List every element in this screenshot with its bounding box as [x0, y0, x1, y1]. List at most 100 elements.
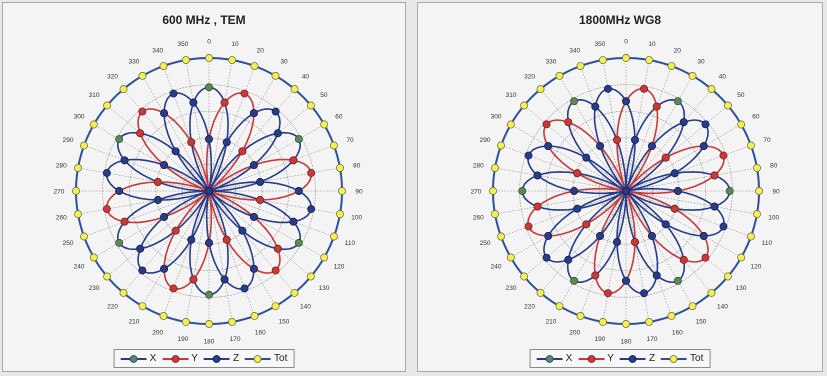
data-point-z — [613, 238, 621, 247]
data-point-tot — [497, 141, 505, 150]
data-point-tot — [555, 302, 564, 311]
grid-ring — [128, 110, 290, 272]
data-point-y — [187, 138, 196, 147]
grid-spoke — [142, 190, 210, 307]
grid-spoke — [83, 190, 210, 237]
data-point-y — [640, 84, 648, 93]
data-point-z — [640, 289, 648, 298]
grid-spoke — [625, 190, 650, 323]
data-point-tot — [723, 272, 732, 281]
data-point-tot — [250, 62, 259, 70]
angle-tick-label: 80 — [770, 162, 778, 169]
data-point-z — [670, 169, 679, 178]
grid-spoke — [625, 190, 712, 294]
angle-tick-label: 280 — [56, 162, 67, 169]
data-point-tot — [576, 62, 585, 70]
data-point-y — [670, 204, 679, 213]
polar-chart-panel-1800mhz: 1800MHz WG8 0 10 20 30 40 50 60 70 80 90 100 110 120… — [417, 2, 823, 372]
angle-tick-label: 300 — [491, 114, 502, 121]
grid-spoke — [580, 65, 627, 192]
data-point-z — [701, 120, 710, 129]
data-point-y — [240, 89, 249, 98]
data-point-tot — [320, 253, 329, 262]
angle-tick-label: 270 — [471, 189, 482, 196]
data-point-tot — [598, 318, 607, 326]
data-point-y — [238, 147, 247, 156]
grid-spoke — [602, 59, 627, 192]
data-point-x — [205, 83, 213, 92]
data-point-z — [564, 255, 573, 264]
chart-title: 600 MHz , TEM — [162, 13, 246, 27]
grid-spoke — [142, 75, 210, 192]
data-point-tot — [506, 120, 515, 129]
data-point-z — [542, 253, 551, 262]
data-point-z — [661, 220, 670, 229]
data-point-x — [570, 97, 579, 106]
data-point-z — [570, 187, 579, 195]
data-point-x — [205, 290, 213, 299]
angle-tick-label: 140 — [717, 303, 728, 310]
data-point-tot — [250, 312, 259, 320]
data-point-z — [115, 187, 124, 195]
data-point-y — [120, 217, 129, 226]
data-point-tot — [159, 312, 168, 320]
data-point-z — [307, 205, 316, 213]
data-point-tot — [228, 318, 237, 326]
angle-tick-label: 120 — [333, 264, 344, 271]
grid-spoke — [494, 190, 627, 215]
angle-tick-label: 230 — [506, 285, 517, 292]
data-point-z — [160, 264, 169, 273]
data-point-z — [294, 187, 303, 195]
angle-tick-label: 30 — [280, 59, 288, 66]
data-point-tot — [290, 85, 299, 94]
angle-tick-label: 30 — [697, 59, 705, 66]
data-point-tot — [228, 56, 237, 64]
data-point-z — [160, 212, 169, 221]
angle-tick-label: 120 — [750, 264, 761, 271]
data-point-z — [673, 187, 682, 195]
grid-spoke — [208, 190, 295, 294]
grid-spoke — [208, 124, 325, 192]
data-point-z — [622, 97, 630, 106]
data-point-z — [591, 102, 600, 111]
data-point-y — [222, 235, 231, 244]
data-point-z — [699, 142, 708, 151]
grid-spoke — [163, 190, 210, 317]
angle-tick-label: 190 — [595, 336, 606, 343]
polar-chart-600mhz: 0 10 20 30 40 50 60 70 80 90 100 110 120 130 140 150 160… — [54, 39, 363, 346]
grid-spoke — [208, 145, 335, 192]
grid-spoke — [625, 167, 758, 192]
data-point-tot — [103, 272, 112, 281]
angle-tick-label: 130 — [318, 285, 329, 292]
data-point-y — [542, 120, 551, 129]
legend-marker-x — [120, 354, 147, 363]
data-point-tot — [489, 187, 497, 195]
legend-label-x: X — [565, 353, 573, 364]
data-point-z — [160, 109, 169, 118]
data-point-z — [205, 187, 213, 195]
series-z — [102, 89, 316, 293]
grid-spoke — [625, 190, 758, 215]
angle-tick-label: 240 — [491, 264, 502, 271]
data-point-tot — [89, 253, 98, 262]
grid-spoke — [510, 190, 627, 258]
data-point-tot — [753, 210, 761, 219]
grid-spoke — [106, 105, 210, 192]
grid-spoke — [625, 105, 729, 192]
data-point-tot — [688, 71, 697, 80]
data-point-tot — [74, 163, 82, 172]
data-point-z — [573, 204, 582, 213]
data-point-tot — [688, 302, 697, 311]
data-point-tot — [667, 62, 676, 70]
grid-spoke — [208, 190, 233, 323]
grid-spoke — [163, 65, 210, 192]
data-point-y — [307, 169, 316, 177]
data-point-z — [138, 266, 147, 275]
angle-tick-label: 20 — [257, 48, 265, 55]
grid-spoke — [208, 88, 295, 192]
data-point-tot — [306, 101, 315, 110]
data-point-y — [169, 284, 178, 293]
data-point-y — [533, 202, 542, 211]
angle-tick-label: 150 — [279, 318, 290, 325]
angle-tick-label: 180 — [204, 339, 215, 346]
